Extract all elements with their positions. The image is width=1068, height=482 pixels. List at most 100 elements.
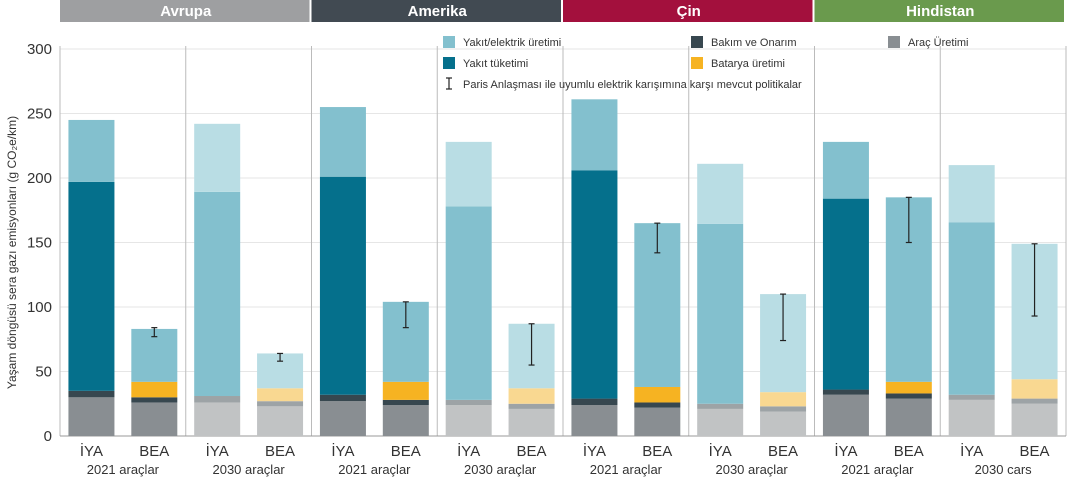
bar-segment-fuel-production [68,119,115,182]
region-label: Amerika [408,3,468,20]
bar-segment-battery [1011,379,1058,399]
bar-segment-vehicle-production [131,402,178,436]
bar-segment-fuel-production-upper [445,141,492,207]
bar-segment-fuel-production [822,141,869,199]
bar-segment-vehicle-production [697,408,744,436]
region-header-0 [60,0,310,22]
bar-segment-vehicle-production [634,407,681,436]
y-tick-label: 100 [27,299,52,316]
bar-segment-fuel-consumption [571,170,618,399]
bar-segment-vehicle-production [257,406,304,436]
region-label: Avrupa [160,3,212,20]
x-group-label: 2030 araçlar [464,462,537,477]
region-header-3 [814,0,1064,22]
y-axis-label: Yaşam döngüsü sera gazı emisyonları (g C… [5,116,19,389]
bar-segment-fuel-consumption [822,198,869,390]
region-label: Çin [677,3,701,20]
y-tick-label: 300 [27,41,52,58]
bar-segment-maintenance [885,393,932,399]
legend-label: Araç Üretimi [908,37,969,49]
x-category-label: BEA [894,443,924,460]
y-tick-label: 0 [44,428,52,445]
x-category-label: İYA [960,442,983,460]
legend-swatch-battery [691,57,703,69]
bar-segment-maintenance [697,403,744,409]
y-tick-label: 150 [27,235,52,252]
bar-segment-battery [131,381,178,398]
bar-segment-fuel-production [948,222,995,395]
legend-label: Bakım ve Onarım [711,37,797,49]
x-category-label: İYA [583,442,606,460]
bar-segment-vehicle-production [885,398,932,436]
bar-segment-maintenance [382,399,429,406]
legend-errorbar-label: Paris Anlaşması ile uyumlu elektrik karı… [463,79,802,91]
x-group-label: 2021 araçlar [590,462,663,477]
bar-segment-maintenance [445,399,492,406]
bar-segment-fuel-production-upper [697,163,744,224]
bar-segment-maintenance [571,398,618,406]
bar-segment-vehicle-production [1011,403,1058,436]
y-tick-label: 50 [35,364,52,381]
bar-segment-vehicle-production [822,394,869,436]
region-header-1 [311,0,561,22]
bar-segment-maintenance [760,406,807,412]
bar-segment-vehicle-production [382,405,429,436]
bar-segment-fuel-consumption [319,176,366,395]
bar-segment-vehicle-production [571,405,618,436]
x-category-label: İYA [457,442,480,460]
legend-label: Yakıt/elektrik üretimi [463,37,561,49]
bar-segment-battery [634,386,681,403]
x-category-label: İYA [709,442,732,460]
bar-segment-vehicle-production [760,411,807,436]
bar-segment-battery [885,381,932,394]
x-group-label: 2030 cars [975,462,1033,477]
x-category-label: BEA [1020,443,1050,460]
x-category-label: İYA [206,442,229,460]
x-category-label: BEA [642,443,672,460]
bar-segment-maintenance [1011,398,1058,404]
bar-segment-vehicle-production [445,405,492,436]
bar-segment-vehicle-production [68,397,115,436]
x-category-label: BEA [391,443,421,460]
bar-segment-maintenance [319,394,366,402]
bar-segment-battery [508,388,555,404]
bar-segment-maintenance [948,394,995,400]
bar-segment-maintenance [634,402,681,408]
legend-swatch-fuel-consumption [443,57,455,69]
x-category-label: BEA [517,443,547,460]
x-category-label: İYA [834,442,857,460]
x-group-label: 2030 araçlar [715,462,788,477]
x-category-label: BEA [265,443,295,460]
legend-swatch-fuel-production [443,36,455,48]
legend-label: Yakıt tüketimi [463,58,528,70]
bar-segment-fuel-production-upper [948,165,995,223]
x-group-label: 2021 araçlar [841,462,914,477]
bar-segment-fuel-production-upper [194,123,241,192]
bar-segment-vehicle-production [319,401,366,436]
x-category-label: İYA [331,442,354,460]
y-tick-label: 200 [27,170,52,187]
legend-label: Batarya üretimi [711,58,785,70]
legend-swatch-maintenance [691,36,703,48]
bar-segment-maintenance [508,403,555,409]
bar-segment-vehicle-production [948,399,995,436]
bar-segment-maintenance [822,389,869,395]
bar-segment-maintenance [194,396,241,403]
x-category-label: BEA [139,443,169,460]
bar-segment-battery [760,392,807,407]
bar-segment-fuel-production [319,107,366,177]
region-label: Hindistan [906,3,974,20]
x-group-label: 2021 araçlar [87,462,160,477]
x-group-label: 2021 araçlar [338,462,411,477]
bar-segment-fuel-production [571,99,618,171]
y-tick-label: 250 [27,106,52,123]
bar-segment-maintenance [68,390,115,398]
bar-segment-fuel-consumption [68,181,115,391]
bar-segment-battery [257,388,304,402]
bar-segment-maintenance [257,401,304,407]
region-header-2 [563,0,813,22]
bar-segment-fuel-production [131,328,178,382]
x-category-label: İYA [80,442,103,460]
bar-segment-maintenance [131,397,178,403]
